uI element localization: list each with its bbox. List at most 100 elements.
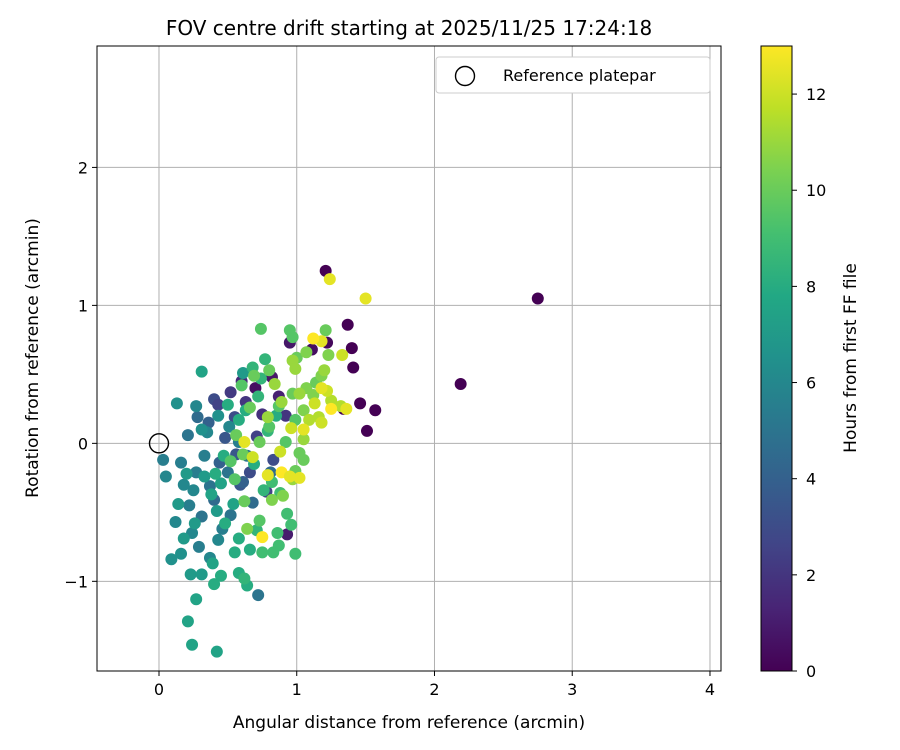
colorbar-tick-label: 12 — [806, 85, 826, 104]
plot-frame — [96, 45, 722, 672]
colorbar-label: Hours from first FF file — [841, 263, 861, 453]
data-point — [319, 324, 332, 337]
legend-marker — [454, 65, 476, 87]
colorbar-tick-label: 8 — [806, 277, 816, 296]
data-point — [300, 346, 313, 359]
data-point — [253, 514, 266, 527]
data-point — [531, 292, 544, 305]
data-point — [340, 402, 353, 415]
data-point — [261, 469, 274, 482]
data-point — [297, 453, 310, 466]
data-point — [238, 435, 251, 448]
data-point — [238, 495, 251, 508]
data-point — [230, 429, 243, 442]
data-point — [265, 493, 278, 506]
data-point — [159, 470, 172, 483]
data-point — [256, 546, 269, 559]
data-point — [279, 435, 292, 448]
data-point — [256, 531, 269, 544]
data-point — [318, 364, 331, 377]
legend-label: Reference platepar — [503, 66, 656, 85]
data-point — [315, 416, 328, 429]
x-tick-label: 4 — [705, 680, 715, 699]
data-point — [205, 488, 218, 501]
data-point — [219, 431, 232, 444]
data-point — [195, 568, 208, 581]
data-point — [297, 433, 310, 446]
data-point — [223, 420, 236, 433]
data-point — [208, 578, 221, 591]
data-point — [195, 365, 208, 378]
data-point — [198, 470, 211, 483]
x-tick-label: 0 — [154, 680, 164, 699]
data-point — [268, 378, 281, 391]
data-point — [369, 404, 382, 417]
data-point — [275, 395, 288, 408]
data-point — [263, 364, 276, 377]
data-point — [186, 638, 199, 651]
grid-lines — [97, 46, 721, 671]
data-point — [206, 557, 219, 570]
data-point — [198, 449, 211, 462]
data-point — [285, 518, 298, 531]
data-point — [157, 453, 170, 466]
data-point — [243, 401, 256, 414]
data-point — [170, 397, 183, 410]
data-point — [253, 435, 266, 448]
data-point — [254, 322, 267, 335]
data-point — [281, 528, 294, 541]
data-point — [177, 478, 190, 491]
data-point — [165, 553, 178, 566]
x-axis-label: Angular distance from reference (arcmin) — [233, 713, 585, 733]
data-point — [307, 332, 320, 345]
data-point — [345, 342, 358, 355]
data-point — [261, 411, 274, 424]
colorbar-ticks: 0 2 4 6 8 10 12 — [792, 85, 826, 681]
data-point — [212, 409, 225, 422]
data-point — [293, 471, 306, 484]
colorbar-tick-label: 2 — [806, 566, 816, 585]
data-point — [322, 349, 335, 362]
data-point — [188, 517, 201, 530]
data-point — [212, 398, 225, 411]
data-point — [187, 484, 200, 497]
data-point — [219, 517, 232, 530]
x-tick-label: 3 — [567, 680, 577, 699]
data-point — [238, 572, 251, 585]
data-point — [184, 568, 197, 581]
data-point — [237, 366, 250, 379]
data-point — [214, 569, 227, 582]
data-point — [232, 532, 245, 545]
data-point — [243, 543, 256, 556]
data-point — [210, 645, 223, 658]
data-point — [325, 402, 338, 415]
data-point — [181, 615, 194, 628]
data-point — [252, 390, 265, 403]
y-tick-label: −1 — [64, 572, 88, 591]
legend: Reference platepar — [435, 56, 711, 94]
y-tick-label: 2 — [78, 158, 88, 177]
x-tick-label: 2 — [429, 680, 439, 699]
y-axis-label: Rotation from reference (arcmin) — [23, 218, 43, 498]
data-point — [336, 349, 349, 362]
data-point — [276, 489, 289, 502]
data-point — [172, 498, 185, 511]
data-point — [183, 499, 196, 512]
data-point — [228, 473, 241, 486]
data-point — [283, 470, 296, 483]
data-point — [267, 453, 280, 466]
data-point — [237, 448, 250, 461]
data-point — [257, 484, 270, 497]
chart-title: FOV centre drift starting at 2025/11/25 … — [166, 16, 652, 40]
y-tick-label: 1 — [78, 296, 88, 315]
data-points — [157, 264, 544, 658]
data-point — [308, 397, 321, 410]
data-point — [341, 318, 354, 331]
data-point — [241, 522, 254, 535]
data-point — [227, 498, 240, 511]
data-point — [454, 378, 467, 391]
data-point — [274, 445, 287, 458]
colorbar-tick-label: 10 — [806, 181, 826, 200]
data-point — [323, 273, 336, 286]
